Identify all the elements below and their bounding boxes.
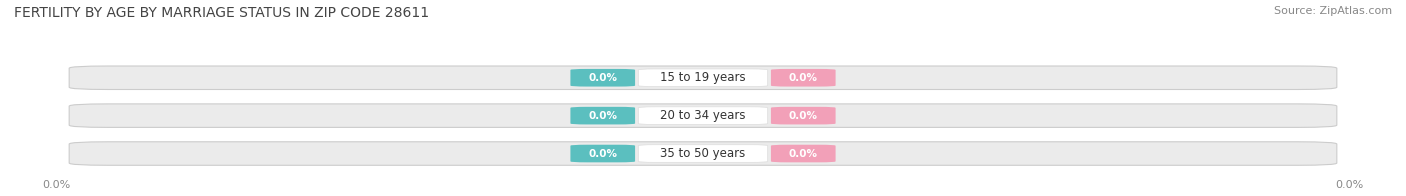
FancyBboxPatch shape: [571, 145, 636, 162]
FancyBboxPatch shape: [638, 145, 768, 162]
FancyBboxPatch shape: [638, 69, 768, 87]
FancyBboxPatch shape: [69, 66, 1337, 90]
FancyBboxPatch shape: [770, 145, 835, 162]
Text: Source: ZipAtlas.com: Source: ZipAtlas.com: [1274, 6, 1392, 16]
FancyBboxPatch shape: [571, 107, 636, 124]
Text: 0.0%: 0.0%: [588, 149, 617, 159]
FancyBboxPatch shape: [638, 107, 768, 124]
Text: 15 to 19 years: 15 to 19 years: [661, 71, 745, 84]
Text: 0.0%: 0.0%: [789, 73, 818, 83]
FancyBboxPatch shape: [69, 104, 1337, 127]
FancyBboxPatch shape: [770, 107, 835, 124]
FancyBboxPatch shape: [69, 142, 1337, 165]
Text: 0.0%: 0.0%: [789, 111, 818, 121]
Text: 0.0%: 0.0%: [789, 149, 818, 159]
Text: 0.0%: 0.0%: [588, 111, 617, 121]
Text: 0.0%: 0.0%: [588, 73, 617, 83]
Text: 35 to 50 years: 35 to 50 years: [661, 147, 745, 160]
FancyBboxPatch shape: [770, 69, 835, 87]
Text: FERTILITY BY AGE BY MARRIAGE STATUS IN ZIP CODE 28611: FERTILITY BY AGE BY MARRIAGE STATUS IN Z…: [14, 6, 429, 20]
FancyBboxPatch shape: [571, 69, 636, 87]
Text: 20 to 34 years: 20 to 34 years: [661, 109, 745, 122]
